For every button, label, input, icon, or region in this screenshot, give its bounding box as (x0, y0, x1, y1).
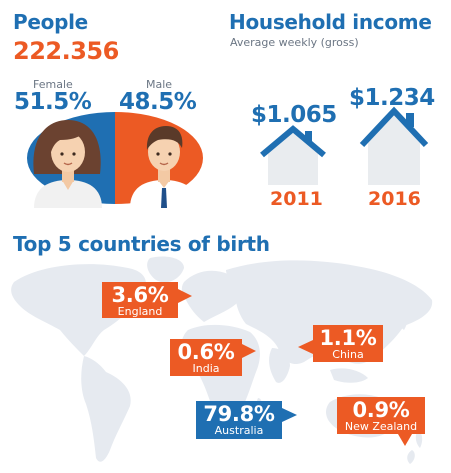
income-subtitle: Average weekly (gross) (230, 36, 359, 49)
income-title: Household income (229, 10, 432, 34)
callout-england-pointer (178, 289, 192, 303)
callout-new-zealand-name: New Zealand (344, 420, 418, 433)
male-avatar-icon (130, 126, 198, 208)
countries-title: Top 5 countries of birth (13, 232, 270, 256)
callout-new-zealand: 0.9% New Zealand (337, 397, 425, 434)
house-icon (260, 125, 326, 185)
people-title: People (13, 10, 88, 34)
callout-australia-percent: 79.8% (203, 402, 275, 426)
callout-china: 1.1% China (313, 325, 383, 362)
male-percent: 48.5% (119, 89, 197, 115)
gender-split-graphic (27, 112, 203, 208)
callout-india-percent: 0.6% (177, 340, 235, 364)
female-percent: 51.5% (14, 89, 92, 115)
callout-china-name: China (332, 348, 364, 361)
callout-china-percent: 1.1% (319, 326, 377, 350)
callout-china-pointer (298, 340, 313, 354)
callout-new-zealand-pointer (398, 434, 412, 446)
female-label: Female (33, 78, 73, 91)
house-icon (359, 106, 429, 185)
people-total: 222.356 (13, 37, 119, 65)
income-year-2016: 2016 (368, 188, 421, 210)
income-value-2011: $1.065 (251, 102, 337, 128)
callout-india-name: India (192, 362, 220, 375)
callout-new-zealand-percent: 0.9% (352, 398, 410, 422)
income-year-2011: 2011 (270, 188, 323, 210)
callout-australia-name: Australia (214, 424, 264, 437)
income-value-2016: $1.234 (349, 85, 435, 111)
callout-australia-pointer (282, 408, 297, 422)
callout-india-pointer (242, 344, 256, 358)
callout-england-percent: 3.6% (111, 283, 169, 307)
male-label: Male (146, 78, 173, 91)
callout-india: 0.6% India (170, 339, 242, 376)
female-avatar-icon (33, 120, 102, 208)
callout-england: 3.6% England (102, 282, 178, 318)
callout-australia: 79.8% Australia (196, 401, 282, 439)
callout-england-name: England (117, 305, 163, 318)
